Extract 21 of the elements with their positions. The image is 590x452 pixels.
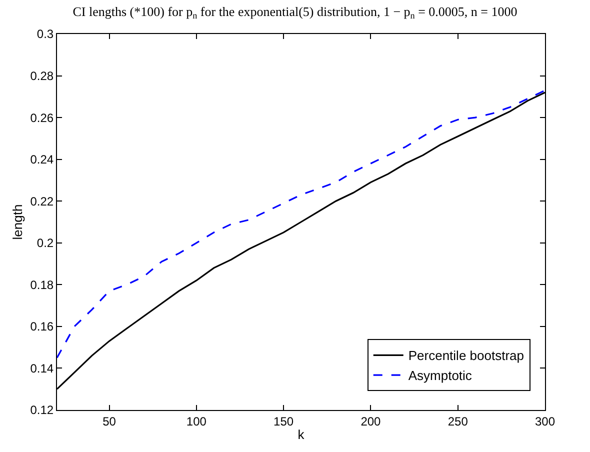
y-tick-label: 0.3 (36, 27, 54, 42)
y-tick-label: 0.12 (30, 403, 54, 418)
x-tick-label: 50 (102, 414, 116, 428)
y-tick-label: 0.14 (30, 361, 54, 376)
x-tick-label: 200 (360, 414, 382, 428)
legend-label: Percentile bootstrap (408, 348, 524, 364)
x-tick-label: 150 (274, 414, 294, 428)
y-tick-label: 0.2 (36, 236, 54, 250)
y-axis-title: length (10, 204, 26, 240)
y-tick-label: 0.22 (30, 194, 54, 208)
y-tick-label: 0.18 (30, 278, 54, 292)
y-tick-label: 0.28 (30, 68, 54, 83)
x-tick-label: 100 (186, 414, 207, 428)
x-tick-label: 300 (534, 414, 556, 428)
x-tick-label: 250 (448, 414, 468, 428)
legend-label: Asymptotic (408, 368, 472, 384)
y-tick-label: 0.16 (30, 320, 54, 334)
y-tick-label: 0.24 (30, 152, 54, 167)
x-axis-title: k (298, 427, 305, 442)
y-tick-label: 0.26 (30, 110, 54, 125)
chart-title: CI lengths (*100) for p$_{n}$ for the exponential(5) distribution, 1 − p$_{n}$ = 0.0005, n = 1000 (72, 4, 518, 21)
